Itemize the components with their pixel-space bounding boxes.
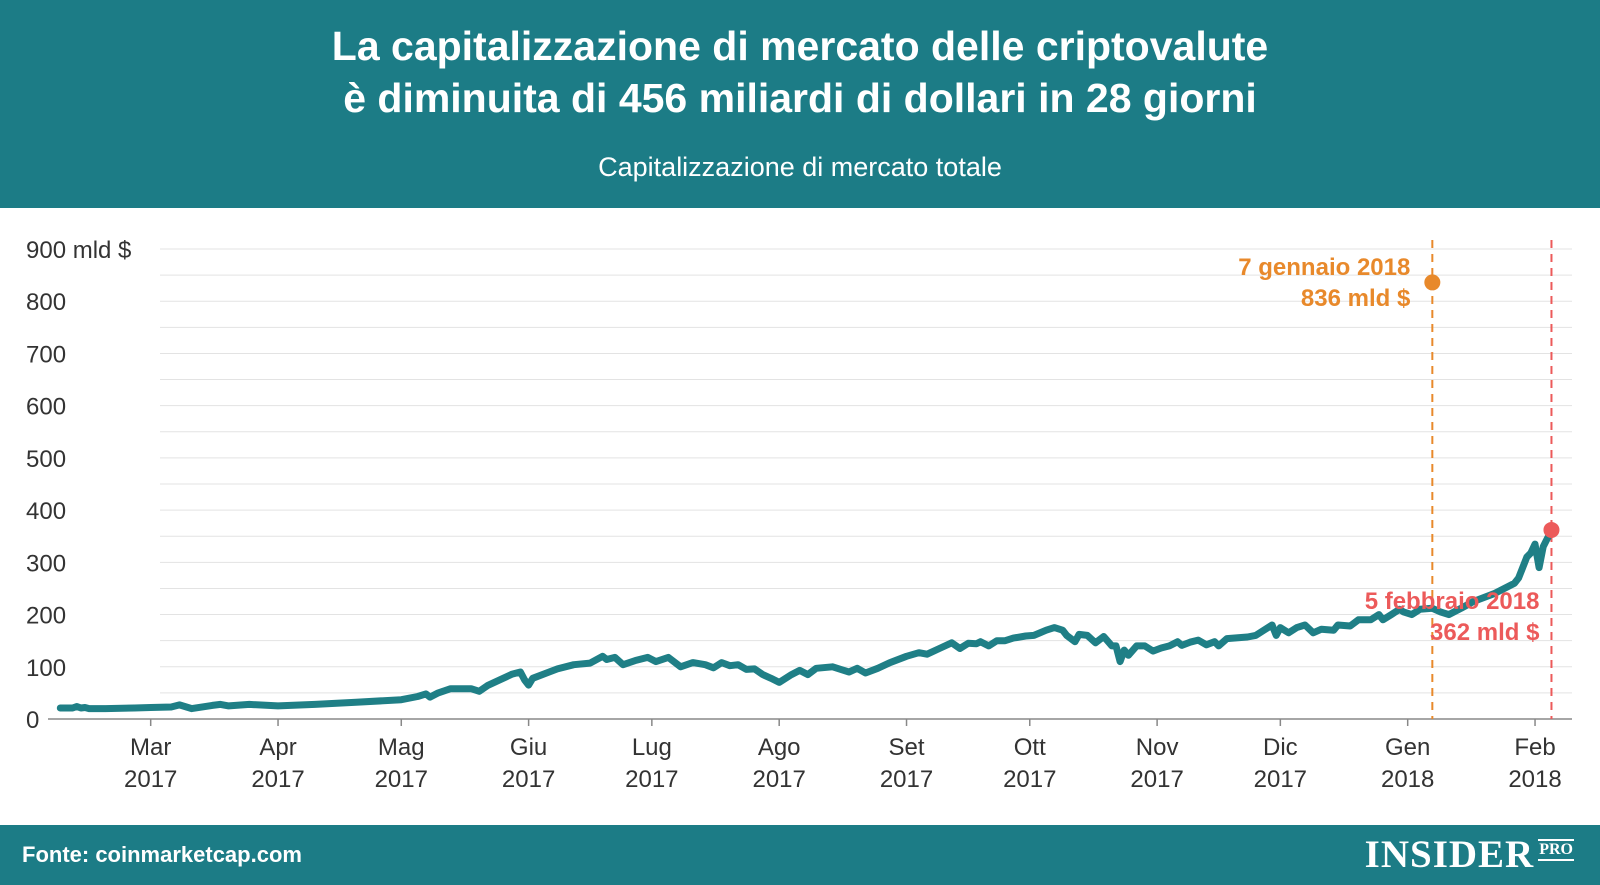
x-tick-year: 2017 xyxy=(752,766,805,793)
chart-header: La capitalizzazione di mercato delle cri… xyxy=(0,0,1600,208)
y-tick-label: 0 xyxy=(26,707,39,734)
x-tick-year: 2017 xyxy=(880,766,933,793)
x-tick-year: 2017 xyxy=(502,766,555,793)
peak-date-label: 7 gennaio 2018 xyxy=(1238,254,1410,281)
x-tick-month: Feb xyxy=(1514,734,1555,761)
brand-name: INSIDER xyxy=(1364,833,1535,876)
x-tick-month: Lug xyxy=(632,734,672,761)
x-tick-month: Gen xyxy=(1385,734,1430,761)
x-tick-month: Set xyxy=(889,734,925,761)
x-tick-month: Nov xyxy=(1136,734,1179,761)
chart-area: 0 100 200 300 400 500 600 700 800 900 mld $ Mar 201… xyxy=(0,208,1600,825)
x-tick-month: Apr xyxy=(259,734,296,761)
peak-marker xyxy=(1424,274,1441,291)
x-tick-month: Dic xyxy=(1263,734,1298,761)
x-tick-month: Mag xyxy=(378,734,425,761)
x-tick-year: 2017 xyxy=(1130,766,1183,793)
y-tick-label: 300 xyxy=(26,550,66,577)
x-tick-year: 2018 xyxy=(1381,766,1434,793)
x-tick-year: 2017 xyxy=(124,766,177,793)
y-tick-label: 600 xyxy=(26,394,66,421)
x-tick-year: 2017 xyxy=(375,766,428,793)
y-tick-label: 800 xyxy=(26,289,66,316)
x-tick-month: Ott xyxy=(1014,734,1046,761)
brand-sub: PRO xyxy=(1538,839,1574,861)
y-tick-label: 400 xyxy=(26,498,66,525)
chart-footer: Fonte: coinmarketcap.com INSIDER PRO xyxy=(0,825,1600,885)
x-tick-year: 2018 xyxy=(1508,766,1561,793)
x-tick-year: 2017 xyxy=(625,766,678,793)
x-tick-year: 2017 xyxy=(1003,766,1056,793)
x-tick-month: Mar xyxy=(130,734,171,761)
latest-marker xyxy=(1543,521,1560,538)
x-tick-year: 2017 xyxy=(251,766,304,793)
y-tick-label: 200 xyxy=(26,603,66,630)
y-tick-label: 100 xyxy=(26,655,66,682)
y-tick-label: 700 xyxy=(26,341,66,368)
latest-value-label: 362 mld $ xyxy=(1430,619,1540,646)
brand-logo: INSIDER PRO xyxy=(1365,831,1574,879)
market-cap-line xyxy=(56,527,1555,713)
y-tick-label: 500 xyxy=(26,446,66,473)
x-tick-month: Ago xyxy=(758,734,801,761)
chart-title-line-1: La capitalizzazione di mercato delle cri… xyxy=(331,23,1269,69)
line-chart: 0 100 200 300 400 500 600 700 800 900 mld $ Mar 201… xyxy=(26,237,1572,793)
x-tick-year: 2017 xyxy=(1254,766,1307,793)
chart-subtitle: Capitalizzazione di mercato totale xyxy=(598,152,1002,182)
chart-title-line-2: è diminuita di 456 miliardi di dollari i… xyxy=(343,75,1257,121)
source-credit: Fonte: coinmarketcap.com xyxy=(22,842,302,867)
latest-date-label: 5 febbraio 2018 xyxy=(1365,588,1540,615)
y-unit-label: 900 mld $ xyxy=(26,237,131,264)
peak-value-label: 836 mld $ xyxy=(1301,285,1411,312)
chart-title: La capitalizzazione di mercato delle cri… xyxy=(0,20,1600,124)
x-tick-month: Giu xyxy=(510,734,547,761)
